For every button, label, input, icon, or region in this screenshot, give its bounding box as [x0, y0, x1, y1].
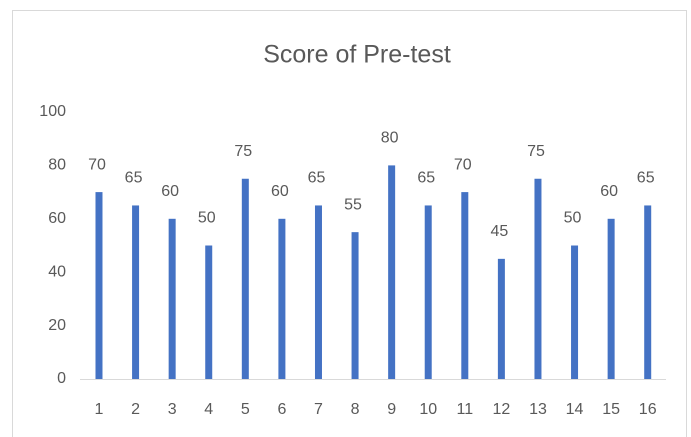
x-tick-label: 16 [639, 401, 657, 418]
y-tick-label: 40 [48, 263, 66, 280]
chart-title: Score of Pre-test [263, 41, 451, 69]
data-label: 65 [125, 170, 143, 187]
bar [388, 165, 396, 379]
data-label: 45 [490, 223, 508, 240]
bar [644, 205, 652, 379]
bar [205, 245, 213, 379]
bar [351, 232, 359, 379]
data-label: 65 [308, 170, 326, 187]
data-label: 50 [198, 210, 216, 227]
x-tick-label: 2 [131, 401, 140, 418]
bar [571, 245, 579, 379]
x-tick-label: 15 [602, 401, 620, 418]
bar [95, 192, 103, 379]
data-label: 75 [234, 143, 252, 160]
x-tick-label: 11 [456, 401, 473, 418]
x-tick-label: 14 [566, 401, 584, 418]
data-label: 75 [527, 143, 545, 160]
x-tick-label: 3 [168, 401, 177, 418]
data-label: 55 [344, 196, 362, 213]
y-tick-label: 60 [48, 210, 66, 227]
y-tick-label: 20 [48, 317, 66, 334]
bar [534, 178, 542, 379]
bar [168, 218, 176, 379]
bar [424, 205, 432, 379]
bar [132, 205, 140, 379]
x-tick-label: 9 [387, 401, 396, 418]
x-tick-label: 10 [419, 401, 437, 418]
x-tick-label: 12 [492, 401, 510, 418]
bar [241, 178, 249, 379]
x-tick-label: 7 [314, 401, 323, 418]
data-label: 50 [564, 210, 582, 227]
data-label: 70 [88, 156, 106, 173]
bar [497, 258, 505, 379]
data-label: 70 [454, 156, 472, 173]
data-label: 60 [600, 183, 618, 200]
y-tick-label: 100 [39, 103, 66, 120]
x-tick-label: 6 [277, 401, 286, 418]
x-tick-label: 13 [529, 401, 547, 418]
x-tick-label: 5 [241, 401, 250, 418]
data-label: 60 [161, 183, 179, 200]
x-tick-label: 8 [351, 401, 360, 418]
data-label: 80 [381, 130, 399, 147]
x-tick-label: 1 [95, 401, 104, 418]
data-label: 65 [417, 170, 435, 187]
chart-frame [12, 10, 687, 437]
bar [607, 218, 615, 379]
x-tick-label: 4 [204, 401, 213, 418]
data-label: 65 [637, 170, 655, 187]
y-tick-label: 80 [48, 157, 66, 174]
y-tick-label: 0 [57, 370, 66, 387]
bar [278, 218, 286, 379]
bar [461, 192, 469, 379]
bar [314, 205, 322, 379]
data-label: 60 [271, 183, 289, 200]
